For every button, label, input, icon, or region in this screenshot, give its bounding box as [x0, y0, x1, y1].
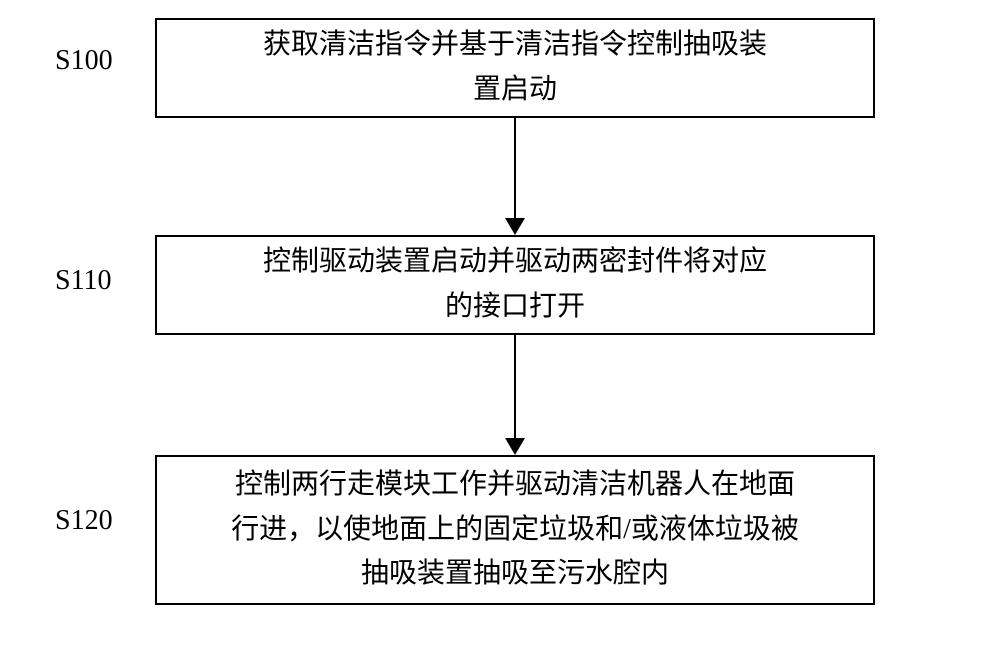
- arrow-s100-s110: [500, 118, 530, 235]
- step-label-s110: S110: [55, 265, 112, 297]
- step-box-s110: 控制驱动装置启动并驱动两密封件将对应的接口打开: [155, 235, 875, 335]
- step-text-s100: 获取清洁指令并基于清洁指令控制抽吸装置启动: [263, 23, 767, 113]
- step-label-s120: S120: [55, 505, 113, 537]
- step-box-s100: 获取清洁指令并基于清洁指令控制抽吸装置启动: [155, 18, 875, 118]
- step-text-s120: 控制两行走模块工作并驱动清洁机器人在地面行进，以使地面上的固定垃圾和/或液体垃圾…: [231, 463, 799, 597]
- step-label-s100: S100: [55, 45, 113, 77]
- step-text-s110: 控制驱动装置启动并驱动两密封件将对应的接口打开: [263, 240, 767, 330]
- flowchart-container: S100 获取清洁指令并基于清洁指令控制抽吸装置启动 S110 控制驱动装置启动…: [0, 0, 1000, 656]
- step-box-s120: 控制两行走模块工作并驱动清洁机器人在地面行进，以使地面上的固定垃圾和/或液体垃圾…: [155, 455, 875, 605]
- arrow-s110-s120: [500, 335, 530, 455]
